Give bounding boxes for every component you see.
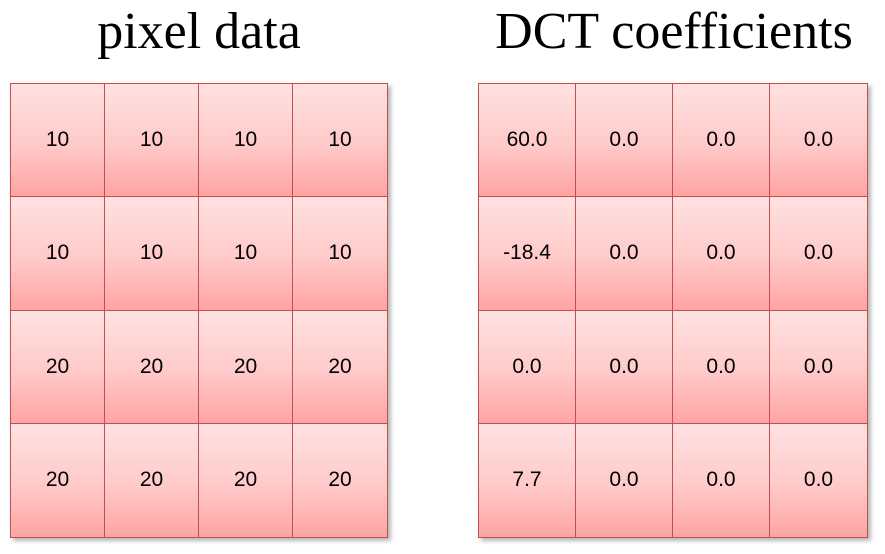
- matrix-cell: 10: [11, 84, 105, 197]
- matrix-cell: 10: [105, 197, 199, 310]
- matrix-cell: 0.0: [673, 197, 770, 310]
- matrix-cell: 20: [328, 354, 352, 378]
- matrix-cell: 20: [105, 310, 199, 423]
- matrix-row: 10 10 10 10: [11, 197, 387, 311]
- matrix-cell: 0.0: [673, 310, 770, 423]
- matrix-cell: 10: [11, 197, 105, 310]
- matrix-cell: 20: [199, 423, 293, 537]
- matrix-cell: 0.0: [673, 423, 770, 537]
- matrix-cell: 10: [199, 197, 293, 310]
- matrix-cell: 0.0: [803, 468, 834, 492]
- matrix-cell: 10: [105, 84, 199, 197]
- matrix-cell: 0.0: [803, 354, 834, 378]
- matrix-row: 20 20 20 20: [11, 423, 387, 537]
- matrix-cell: 10: [328, 128, 352, 152]
- matrix-row: 0.0 0.0 0.0 0.0: [479, 310, 867, 424]
- matrix-cell: 0.0: [576, 423, 673, 537]
- matrix-cell: 10: [199, 84, 293, 197]
- matrix-cell: 20: [11, 423, 105, 537]
- dct-coefficients-matrix: 60.0 0.0 0.0 0.0 -18.4 0.0 0.0 0.0 0.0 0…: [478, 83, 868, 538]
- dct-coefficients-title: DCT coefficients: [495, 3, 853, 60]
- matrix-cell: 0.0: [576, 197, 673, 310]
- matrix-cell: 20: [105, 423, 199, 537]
- matrix-cell: 0.0: [479, 310, 576, 423]
- matrix-cell: 20: [199, 310, 293, 423]
- pixel-data-title: pixel data: [97, 3, 301, 60]
- matrix-row: 10 10 10 10: [11, 84, 387, 198]
- matrix-cell: 60.0: [479, 84, 576, 197]
- matrix-cell: 0.0: [576, 310, 673, 423]
- matrix-cell: 0.0: [576, 84, 673, 197]
- matrix-cell: 0.0: [673, 84, 770, 197]
- matrix-row: -18.4 0.0 0.0 0.0: [479, 197, 867, 311]
- matrix-cell: 20: [328, 468, 352, 492]
- matrix-row: 20 20 20 20: [11, 310, 387, 424]
- matrix-cell: 0.0: [803, 128, 834, 152]
- pixel-data-matrix: 10 10 10 10 10 10 10 10 20 20 20 20 20 2…: [10, 83, 388, 538]
- matrix-cell: 10: [328, 241, 352, 265]
- matrix-cell: 20: [11, 310, 105, 423]
- matrix-cell: -18.4: [479, 197, 576, 310]
- matrix-row: 7.7 0.0 0.0 0.0: [479, 423, 867, 537]
- matrix-row: 60.0 0.0 0.0 0.0: [479, 84, 867, 198]
- matrix-cell: 0.0: [803, 241, 834, 265]
- matrix-cell: 7.7: [479, 423, 576, 537]
